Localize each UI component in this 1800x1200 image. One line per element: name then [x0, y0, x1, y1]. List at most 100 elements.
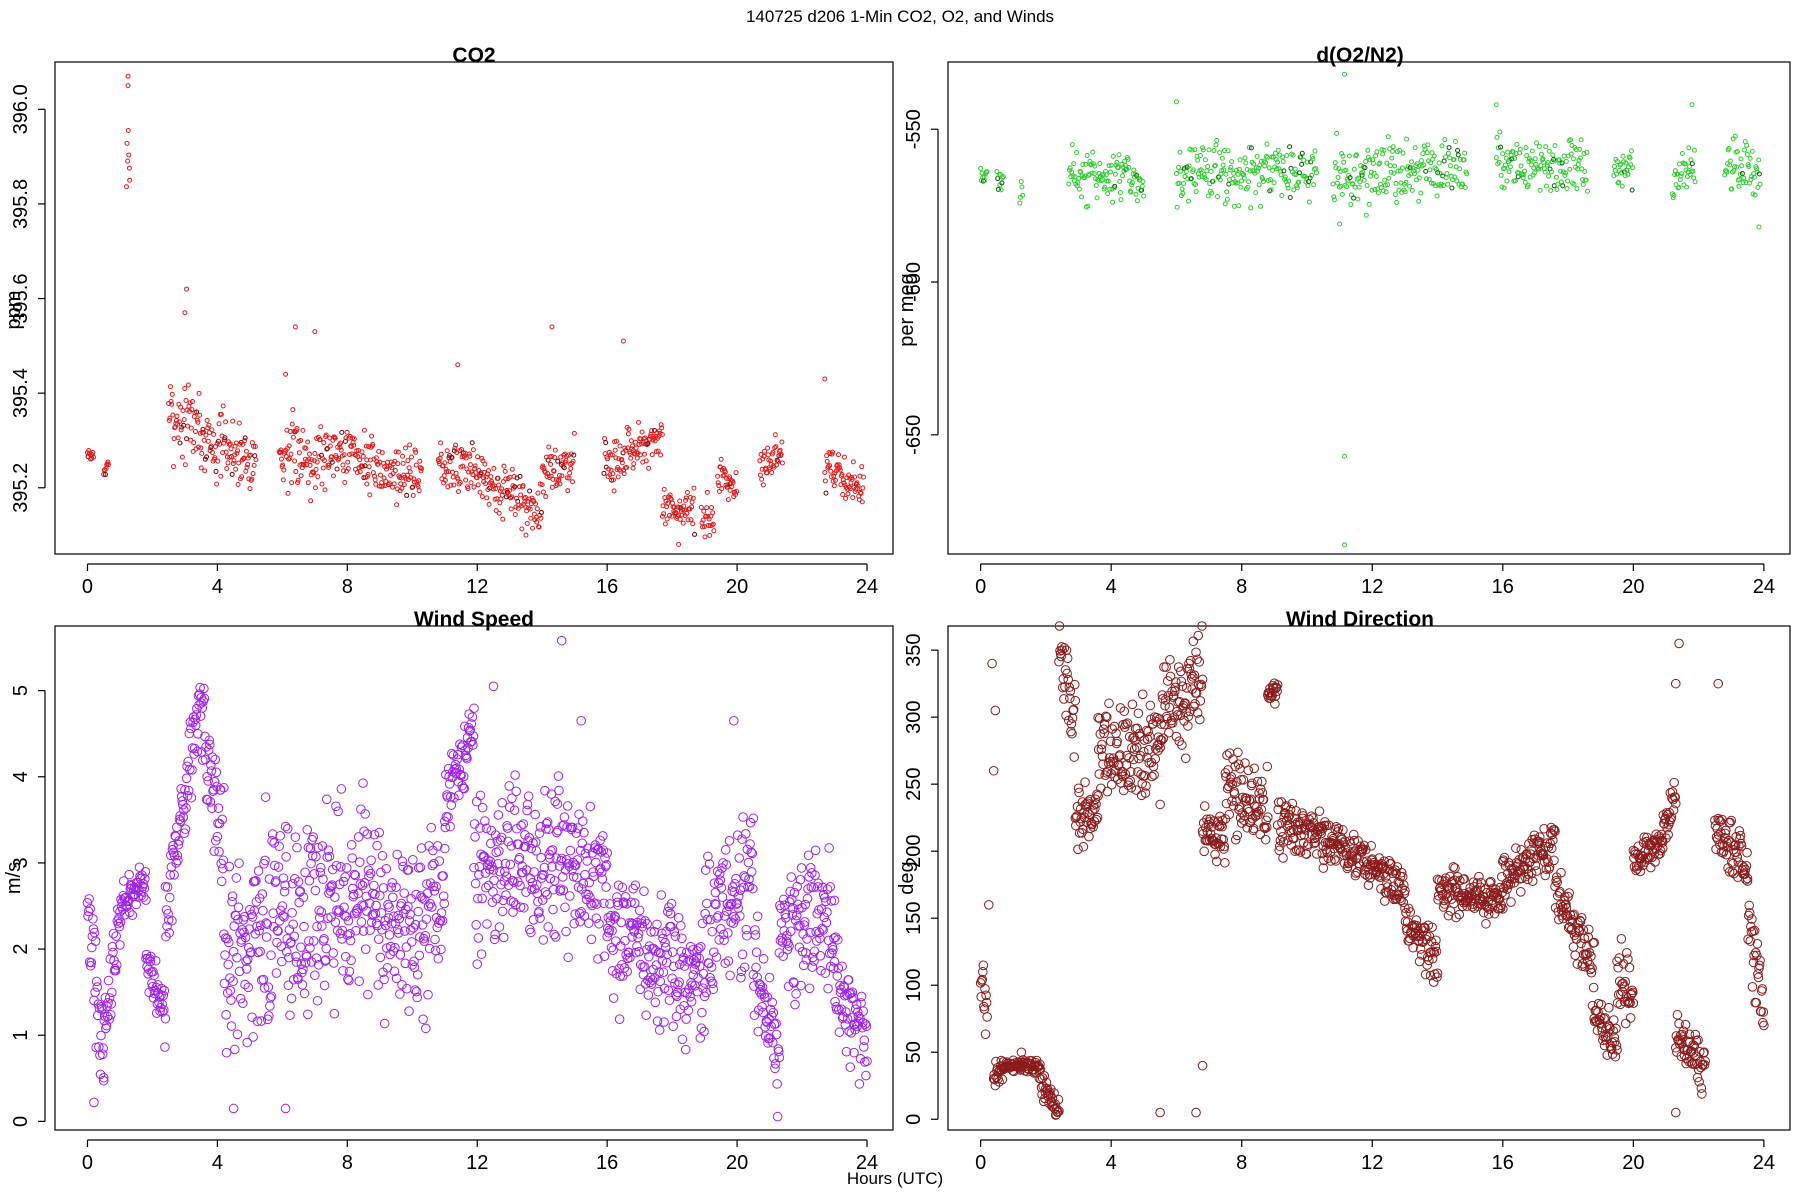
data-point — [521, 865, 532, 875]
data-point — [1373, 174, 1379, 180]
data-point — [409, 956, 419, 967]
data-point — [606, 910, 616, 921]
data-point — [357, 457, 363, 463]
data-point — [110, 965, 121, 976]
data-point — [169, 391, 175, 397]
data-point — [184, 728, 195, 739]
data-point — [378, 472, 384, 478]
data-point — [170, 464, 176, 470]
y-tick-label-co2: 395.2 — [10, 463, 32, 513]
data-point — [684, 510, 690, 516]
data-point — [506, 488, 512, 494]
data-point — [844, 1026, 854, 1037]
data-point — [858, 1006, 869, 1017]
data-point — [692, 531, 698, 537]
data-point — [332, 435, 338, 441]
data-point — [345, 459, 351, 465]
data-point — [565, 891, 575, 901]
data-point — [631, 920, 642, 930]
data-point — [483, 880, 494, 891]
data-point — [600, 861, 611, 872]
data-point — [1443, 910, 1454, 921]
data-point — [1426, 176, 1432, 182]
data-point — [186, 792, 197, 803]
data-point — [429, 858, 439, 869]
data-point — [501, 890, 511, 900]
data-point — [571, 430, 577, 436]
data-point — [659, 1017, 669, 1027]
data-point — [1221, 167, 1227, 173]
data-point — [304, 875, 315, 886]
data-point — [725, 970, 735, 981]
x-tick-label-co2: 12 — [466, 576, 488, 598]
data-point — [260, 855, 270, 866]
data-point — [855, 485, 861, 491]
data-point — [458, 771, 469, 782]
data-point — [1287, 798, 1298, 809]
data-point — [344, 429, 350, 435]
data-point — [442, 792, 453, 802]
data-point — [1311, 849, 1322, 859]
data-point — [243, 468, 249, 474]
data-point — [687, 494, 693, 500]
data-point — [311, 470, 317, 476]
data-point — [441, 473, 447, 479]
data-point — [752, 972, 762, 983]
data-point — [1157, 690, 1168, 700]
data-point — [1186, 163, 1192, 169]
data-point — [831, 483, 837, 489]
data-point — [824, 453, 830, 459]
data-point — [1278, 853, 1288, 863]
data-point — [106, 999, 117, 1009]
data-point — [1167, 718, 1178, 728]
data-point — [1486, 876, 1496, 887]
data-point — [725, 482, 731, 488]
data-point — [567, 470, 573, 476]
data-point — [449, 455, 455, 461]
data-point — [1445, 150, 1451, 156]
data-point — [622, 966, 633, 977]
data-point — [743, 857, 754, 868]
data-point — [326, 465, 332, 471]
data-point — [288, 919, 298, 930]
data-point — [1474, 871, 1484, 882]
data-point — [742, 930, 752, 941]
data-points-o2 — [978, 71, 1763, 548]
data-point — [817, 882, 828, 893]
data-point — [204, 735, 215, 746]
data-point — [205, 438, 211, 444]
data-point — [1563, 158, 1569, 164]
data-point — [526, 927, 536, 938]
data-point — [357, 469, 363, 475]
data-point — [1335, 175, 1341, 181]
data-point — [233, 902, 244, 913]
panel-title-o2: d(O2/N2) — [1316, 44, 1404, 67]
data-point — [240, 456, 246, 462]
data-point — [1622, 173, 1628, 179]
data-point — [1529, 148, 1535, 154]
data-point — [1412, 931, 1423, 941]
data-point — [770, 449, 776, 455]
data-point — [1331, 194, 1337, 200]
data-point — [385, 941, 396, 952]
data-point — [672, 991, 682, 1002]
data-point — [570, 479, 576, 485]
data-point — [1342, 542, 1348, 548]
data-point — [247, 912, 258, 922]
data-point — [1210, 839, 1221, 850]
data-point — [234, 448, 240, 454]
data-point — [280, 1103, 291, 1114]
data-point — [1368, 173, 1374, 179]
data-point — [413, 906, 424, 917]
data-point — [676, 542, 682, 548]
data-point — [410, 985, 420, 995]
data-point — [1500, 151, 1506, 157]
data-point — [338, 965, 348, 976]
data-point — [475, 823, 485, 833]
data-point — [718, 456, 724, 462]
data-point — [1179, 186, 1185, 192]
data-point — [174, 413, 180, 419]
data-point — [1625, 1013, 1636, 1023]
